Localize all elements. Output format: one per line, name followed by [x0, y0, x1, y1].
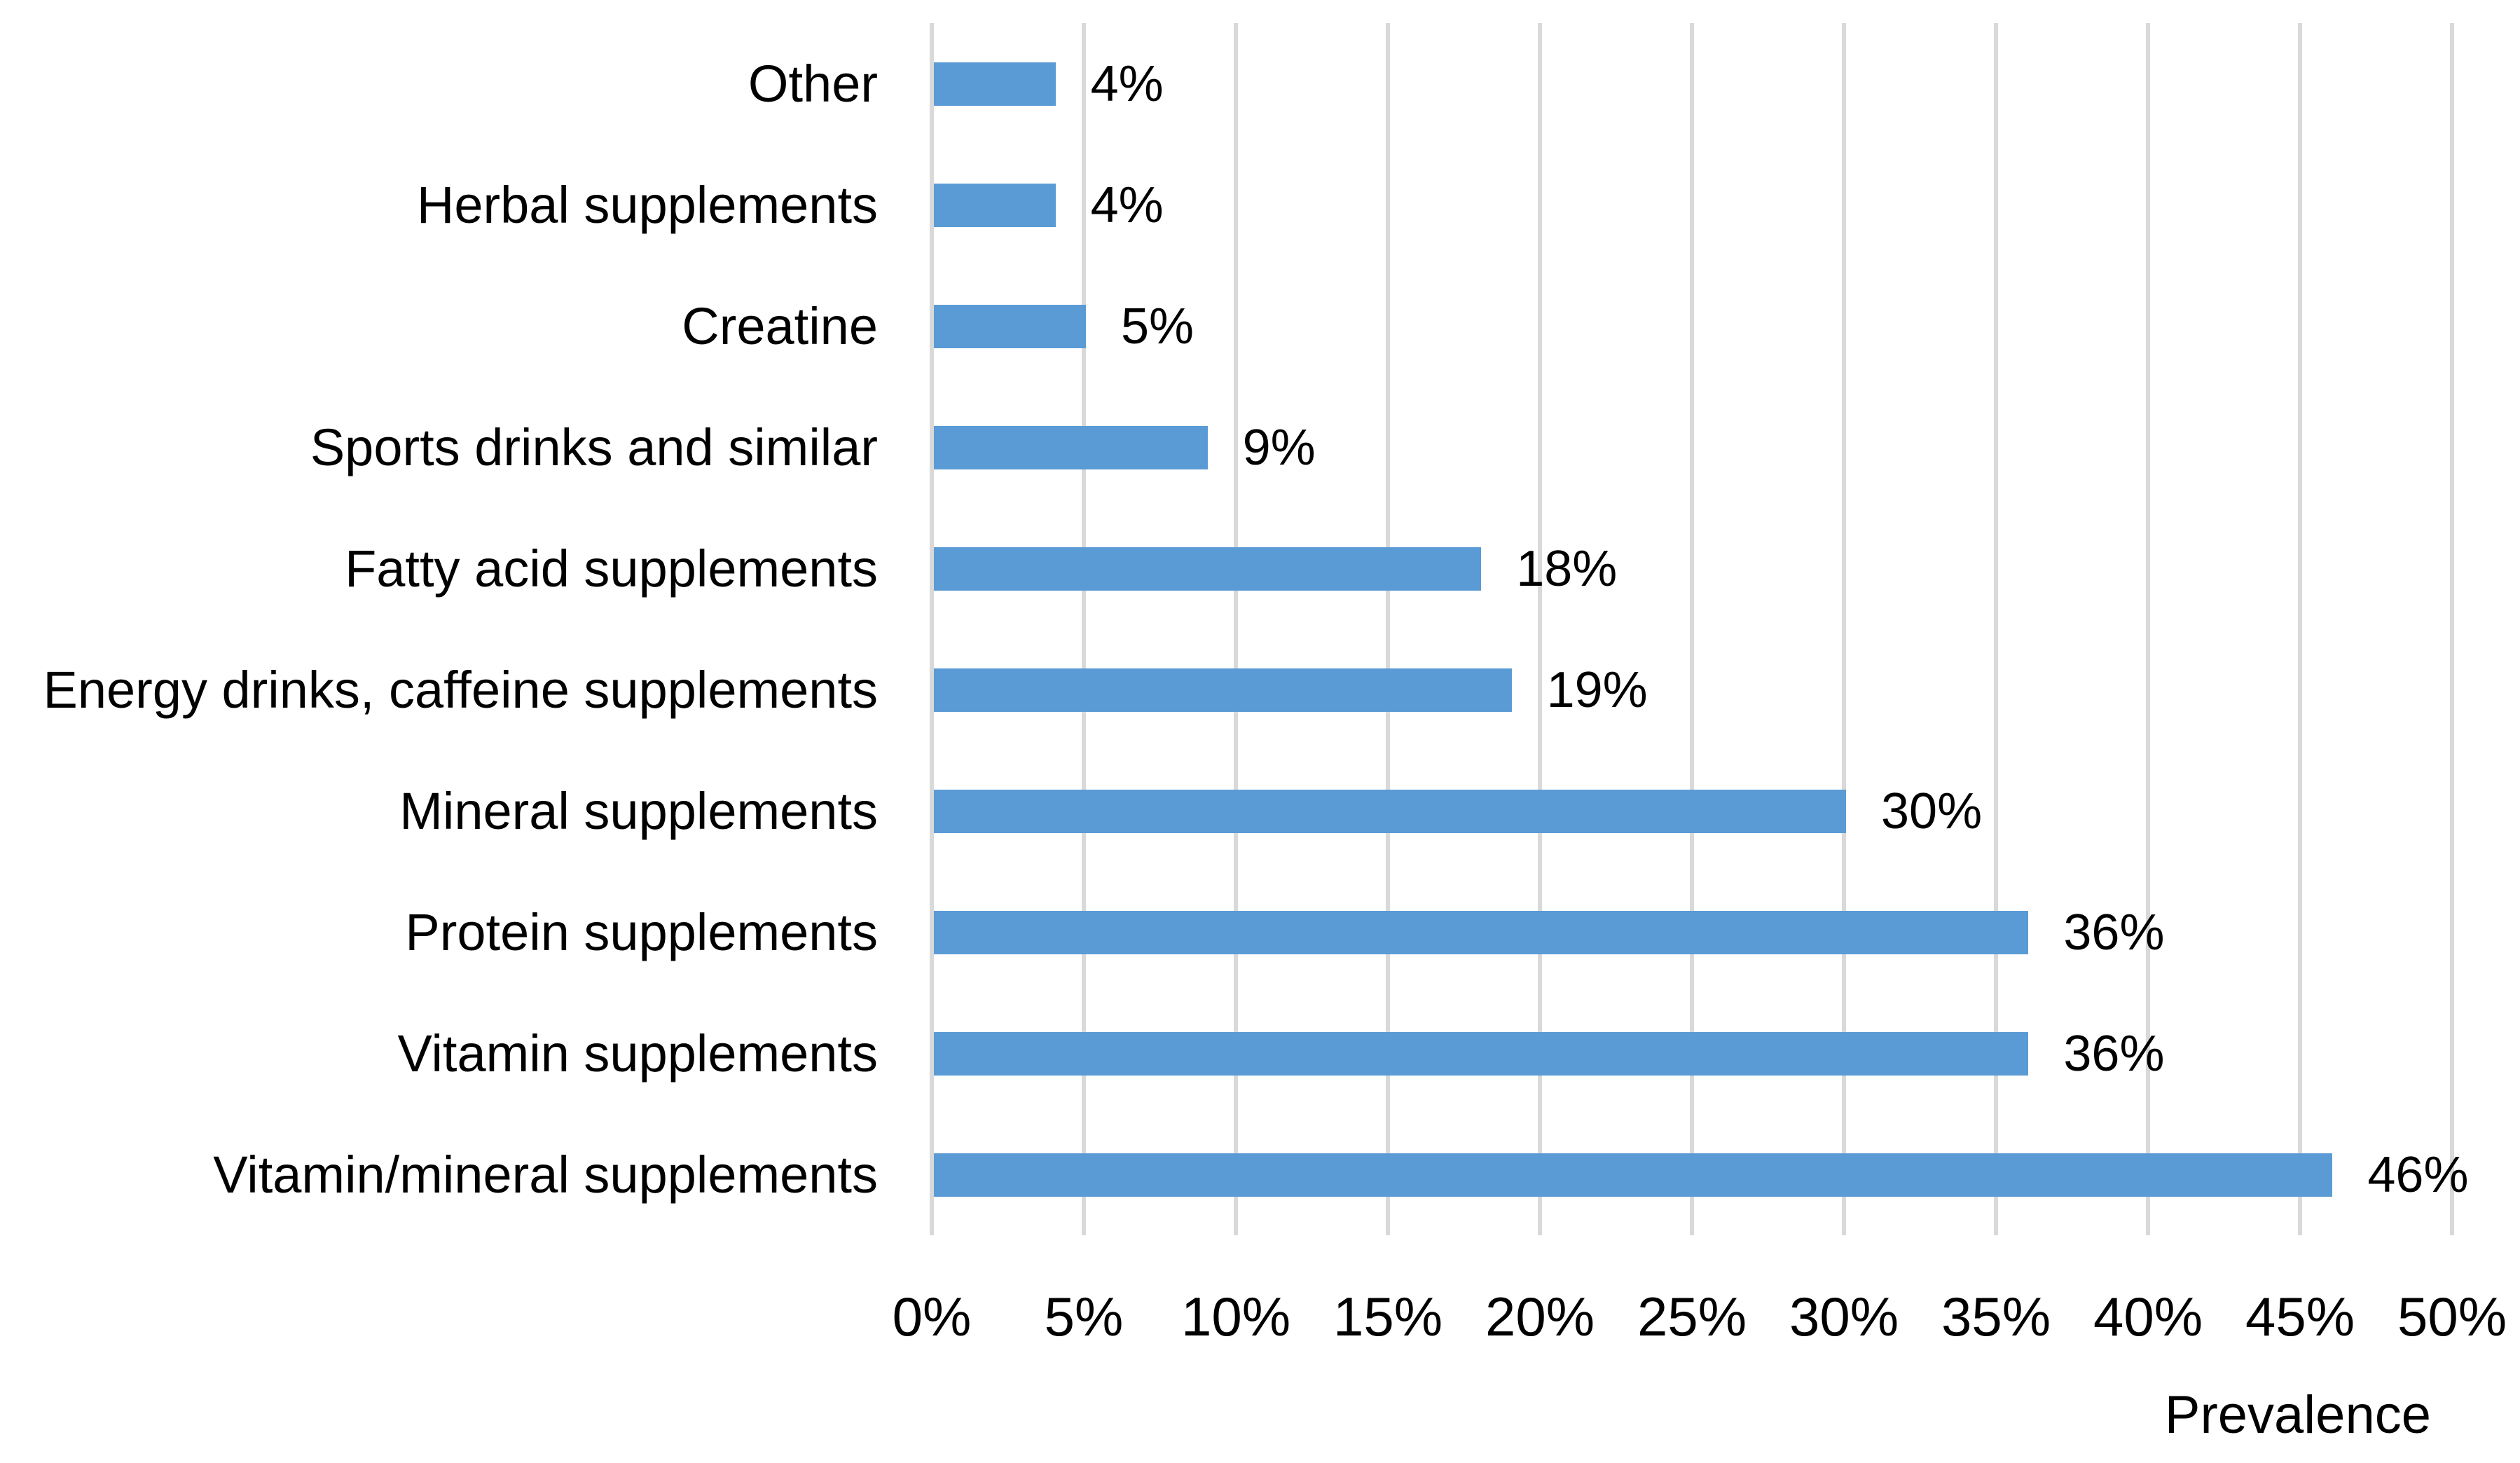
gridline: [2298, 23, 2302, 1235]
bar: [934, 183, 1056, 227]
x-tick-label: 5%: [1044, 1286, 1124, 1347]
value-label: 36%: [2063, 1025, 2165, 1082]
category-label: Sports drinks and similar: [310, 418, 878, 476]
gridline: [2146, 23, 2150, 1235]
gridline: [1082, 23, 1086, 1235]
gridline: [1538, 23, 1542, 1235]
gridline: [1842, 23, 1846, 1235]
x-tick-label: 10%: [1180, 1286, 1291, 1347]
gridline: [2450, 23, 2454, 1235]
value-label: 19%: [1546, 661, 1648, 718]
category-label: Vitamin supplements: [397, 1024, 878, 1083]
value-label: 30%: [1881, 783, 1983, 839]
bar: [934, 62, 1056, 106]
x-tick-label: 45%: [2245, 1286, 2355, 1347]
category-label: Protein supplements: [405, 902, 878, 961]
x-tick-label: 25%: [1637, 1286, 1747, 1347]
category-label: Creatine: [682, 296, 878, 355]
value-label: 4%: [1090, 177, 1164, 233]
gridline: [1386, 23, 1390, 1235]
category-label: Fatty acid supplements: [345, 539, 878, 598]
x-axis-title: Prevalence: [2164, 1385, 2431, 1445]
category-label: Herbal supplements: [416, 175, 878, 234]
category-label: Other: [748, 54, 878, 113]
value-label: 5%: [1121, 298, 1194, 355]
gridline: [930, 23, 934, 1235]
bar: [934, 789, 1846, 833]
value-label: 46%: [2367, 1146, 2469, 1203]
bar: [934, 304, 1086, 348]
x-tick-label: 30%: [1789, 1286, 1899, 1347]
gridline: [1690, 23, 1694, 1235]
bar: [934, 547, 1482, 591]
x-tick-label: 40%: [2093, 1286, 2203, 1347]
value-label: 18%: [1516, 540, 1618, 597]
bar: [934, 910, 2029, 954]
x-tick-label: 20%: [1485, 1286, 1595, 1347]
bar: [934, 425, 1208, 469]
gridline: [1234, 23, 1238, 1235]
value-label: 9%: [1242, 419, 1316, 476]
x-tick-label: 15%: [1333, 1286, 1443, 1347]
x-tick-label: 0%: [892, 1286, 972, 1347]
value-label: 36%: [2063, 904, 2165, 961]
bar: [934, 1153, 2333, 1197]
category-label: Energy drinks, caffeine supplements: [43, 660, 878, 719]
value-label: 4%: [1090, 55, 1164, 112]
category-label: Mineral supplements: [399, 781, 878, 840]
x-tick-label: 35%: [1941, 1286, 2051, 1347]
bar: [934, 668, 1512, 712]
gridline: [1994, 23, 1998, 1235]
bar: [934, 1031, 2029, 1076]
x-tick-label: 50%: [2397, 1286, 2507, 1347]
category-label: Vitamin/mineral supplements: [213, 1145, 878, 1204]
